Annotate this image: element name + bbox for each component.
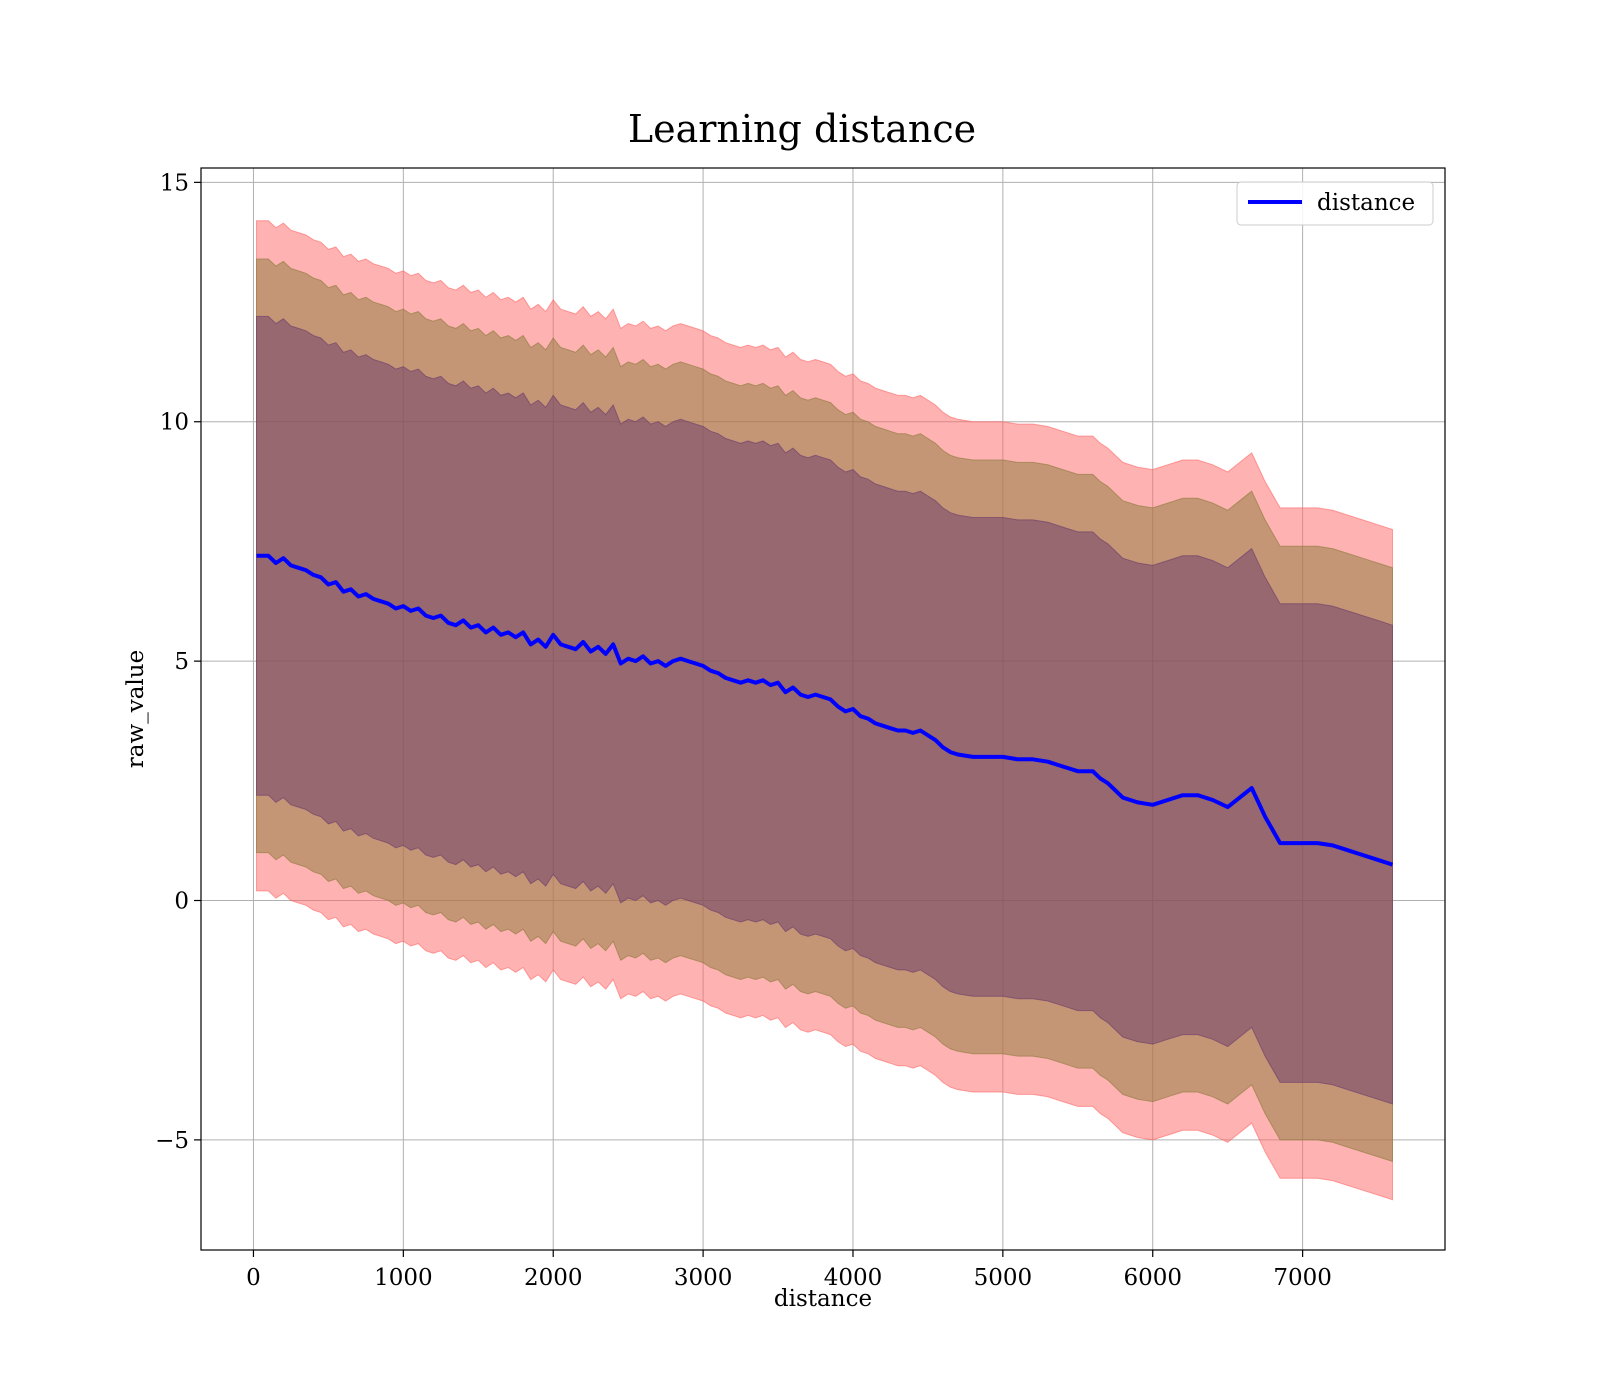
y-tick-label: −5 — [155, 1128, 189, 1154]
x-tick-label: 0 — [246, 1265, 261, 1291]
x-axis-ticks: 0 1000 2000 3000 4000 5000 6000 7000 — [246, 1250, 1332, 1291]
plot-frame — [200, 167, 1446, 1251]
y-tick-label: 10 — [160, 410, 189, 436]
x-tick-label: 6000 — [1123, 1265, 1182, 1291]
x-axis-label: distance — [774, 1286, 872, 1312]
confidence-bands — [256, 220, 1393, 1201]
y-tick-label: 0 — [174, 889, 189, 915]
legend-box — [1236, 181, 1434, 226]
y-tick-label: 15 — [160, 170, 189, 196]
chart-title: Learning distance — [628, 107, 976, 151]
legend: distance — [1236, 181, 1434, 226]
y-axis-ticks: −5 0 5 10 15 — [155, 170, 201, 1154]
y-tick-label: 5 — [174, 649, 189, 675]
x-tick-label: 5000 — [974, 1265, 1033, 1291]
x-tick-label: 1000 — [374, 1265, 433, 1291]
y-axis-label: raw_value — [123, 650, 149, 768]
series-line-distance — [256, 553, 1394, 867]
series-lines — [256, 553, 1394, 867]
legend-label: distance — [1317, 190, 1415, 216]
band-inner — [256, 315, 1393, 1105]
x-tick-label: 4000 — [824, 1265, 883, 1291]
x-tick-label: 2000 — [524, 1265, 583, 1291]
x-tick-label: 7000 — [1273, 1265, 1332, 1291]
x-tick-label: 3000 — [674, 1265, 733, 1291]
